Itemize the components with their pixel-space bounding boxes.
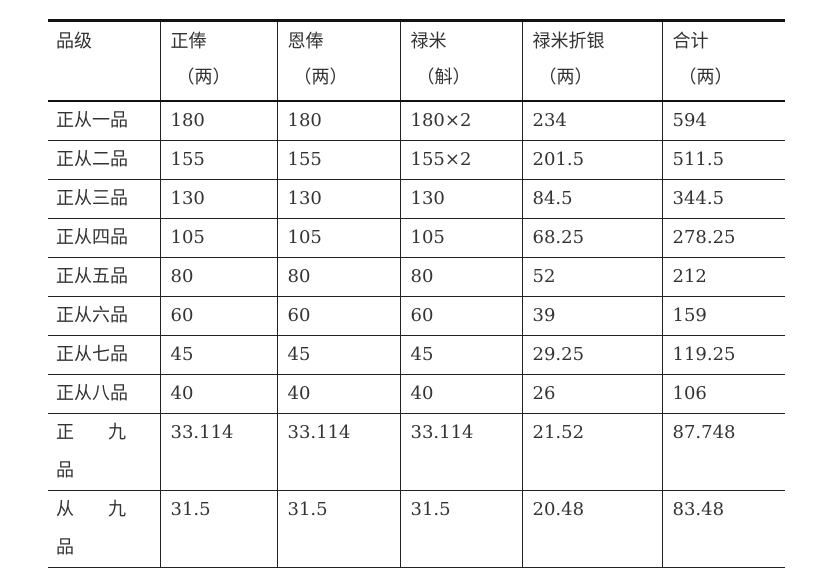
rank-cell: 正从五品: [48, 257, 160, 297]
value-cell: 130: [159, 179, 277, 219]
rank-char: 正: [56, 422, 74, 443]
header-label: 禄米折银: [532, 31, 605, 52]
value-cell: 155: [159, 140, 277, 180]
table-row: 正从二品 155 155 155×2 201.5 511.5: [48, 140, 785, 180]
table-row: 正从五品 80 80 80 52 212: [48, 257, 785, 297]
header-label: 正俸: [170, 31, 207, 52]
value-cell: 40: [159, 374, 277, 414]
value-cell: 180: [276, 101, 400, 141]
value-cell: 80: [159, 257, 277, 297]
column-header: 禄米 （斛）: [399, 20, 522, 102]
value-cell: 105: [399, 218, 522, 258]
value-cell: 212: [661, 257, 785, 297]
rank-char: 从: [56, 499, 74, 520]
header-unit: （两）: [293, 67, 348, 88]
value-cell: 68.25: [521, 218, 662, 258]
value-cell: 119.25: [661, 335, 785, 375]
table-row: 正从六品 60 60 60 39 159: [48, 296, 785, 336]
value-cell: 21.52: [521, 413, 662, 491]
table-row: 从九品 31.5 31.5 31.5 20.48 83.48: [48, 490, 785, 568]
value-cell: 33.114: [276, 413, 400, 491]
rank-cell: 正从六品: [48, 296, 160, 336]
value-cell: 33.114: [159, 413, 277, 491]
value-cell: 52: [521, 257, 662, 297]
value-cell: 130: [276, 179, 400, 219]
column-header: 恩俸 （两）: [276, 20, 400, 102]
header-unit: （斛）: [416, 67, 471, 88]
value-cell: 31.5: [399, 490, 522, 568]
table-row: 正从八品 40 40 40 26 106: [48, 374, 785, 414]
value-cell: 159: [661, 296, 785, 336]
value-cell: 511.5: [661, 140, 785, 180]
value-cell: 234: [521, 101, 662, 141]
value-cell: 180×2: [399, 101, 522, 141]
value-cell: 31.5: [276, 490, 400, 568]
header-row: 品级 正俸 （两） 恩俸 （两） 禄米 （斛） 禄米折银 （两） 合计 （两）: [48, 20, 785, 102]
value-cell: 106: [661, 374, 785, 414]
value-cell: 20.48: [521, 490, 662, 568]
value-cell: 33.114: [399, 413, 522, 491]
value-cell: 180: [159, 101, 277, 141]
header-label: 恩俸: [287, 31, 324, 52]
column-header: 品级: [48, 20, 160, 102]
table-row: 正从七品 45 45 45 29.25 119.25: [48, 335, 785, 375]
rank-cell: 从 九品: [48, 490, 160, 568]
rank-cell: 正从一品: [48, 101, 160, 141]
value-cell: 105: [159, 218, 277, 258]
rank-cell: 正从三品: [48, 179, 160, 219]
value-cell: 155×2: [399, 140, 522, 180]
value-cell: 80: [276, 257, 400, 297]
value-cell: 60: [399, 296, 522, 336]
value-cell: 83.48: [661, 490, 785, 568]
rank-cell: 正从二品: [48, 140, 160, 180]
rank-char: 九: [108, 499, 126, 520]
column-header: 合计 （两）: [661, 20, 785, 102]
value-cell: 84.5: [521, 179, 662, 219]
value-cell: 45: [399, 335, 522, 375]
value-cell: 201.5: [521, 140, 662, 180]
value-cell: 80: [399, 257, 522, 297]
table-row: 正从一品 180 180 180×2 234 594: [48, 101, 785, 141]
table-row: 正九品 33.114 33.114 33.114 21.52 87.748: [48, 413, 785, 491]
header-label: 禄米: [410, 31, 447, 52]
value-cell: 344.5: [661, 179, 785, 219]
value-cell: 45: [159, 335, 277, 375]
rank-char: 九: [108, 422, 126, 443]
table-row: 正从四品 105 105 105 68.25 278.25: [48, 218, 785, 258]
value-cell: 29.25: [521, 335, 662, 375]
value-cell: 40: [276, 374, 400, 414]
value-cell: 130: [399, 179, 522, 219]
table-row: 正从三品 130 130 130 84.5 344.5: [48, 179, 785, 219]
value-cell: 105: [276, 218, 400, 258]
header-unit: （两）: [678, 67, 733, 88]
value-cell: 26: [521, 374, 662, 414]
rank-cell: 正 九品: [48, 413, 160, 491]
value-cell: 594: [661, 101, 785, 141]
value-cell: 60: [276, 296, 400, 336]
value-cell: 155: [276, 140, 400, 180]
header-label: 合计: [672, 31, 709, 52]
column-header: 正俸 （两）: [159, 20, 277, 102]
value-cell: 278.25: [661, 218, 785, 258]
header-label: 品级: [56, 31, 92, 52]
salary-table: 品级 正俸 （两） 恩俸 （两） 禄米 （斛） 禄米折银 （两） 合计 （两） 正从一品 180 180…: [48, 19, 785, 568]
rank-cell: 正从八品: [48, 374, 160, 414]
value-cell: 39: [521, 296, 662, 336]
rank-cell: 正从四品: [48, 218, 160, 258]
rank-char: 品: [56, 537, 74, 558]
column-header: 禄米折银 （两）: [521, 20, 662, 102]
value-cell: 87.748: [661, 413, 785, 491]
rank-cell: 正从七品: [48, 335, 160, 375]
header-unit: （两）: [538, 67, 593, 88]
value-cell: 31.5: [159, 490, 277, 568]
value-cell: 40: [399, 374, 522, 414]
value-cell: 45: [276, 335, 400, 375]
value-cell: 60: [159, 296, 277, 336]
header-unit: （两）: [176, 67, 231, 88]
rank-char: 品: [56, 460, 74, 481]
